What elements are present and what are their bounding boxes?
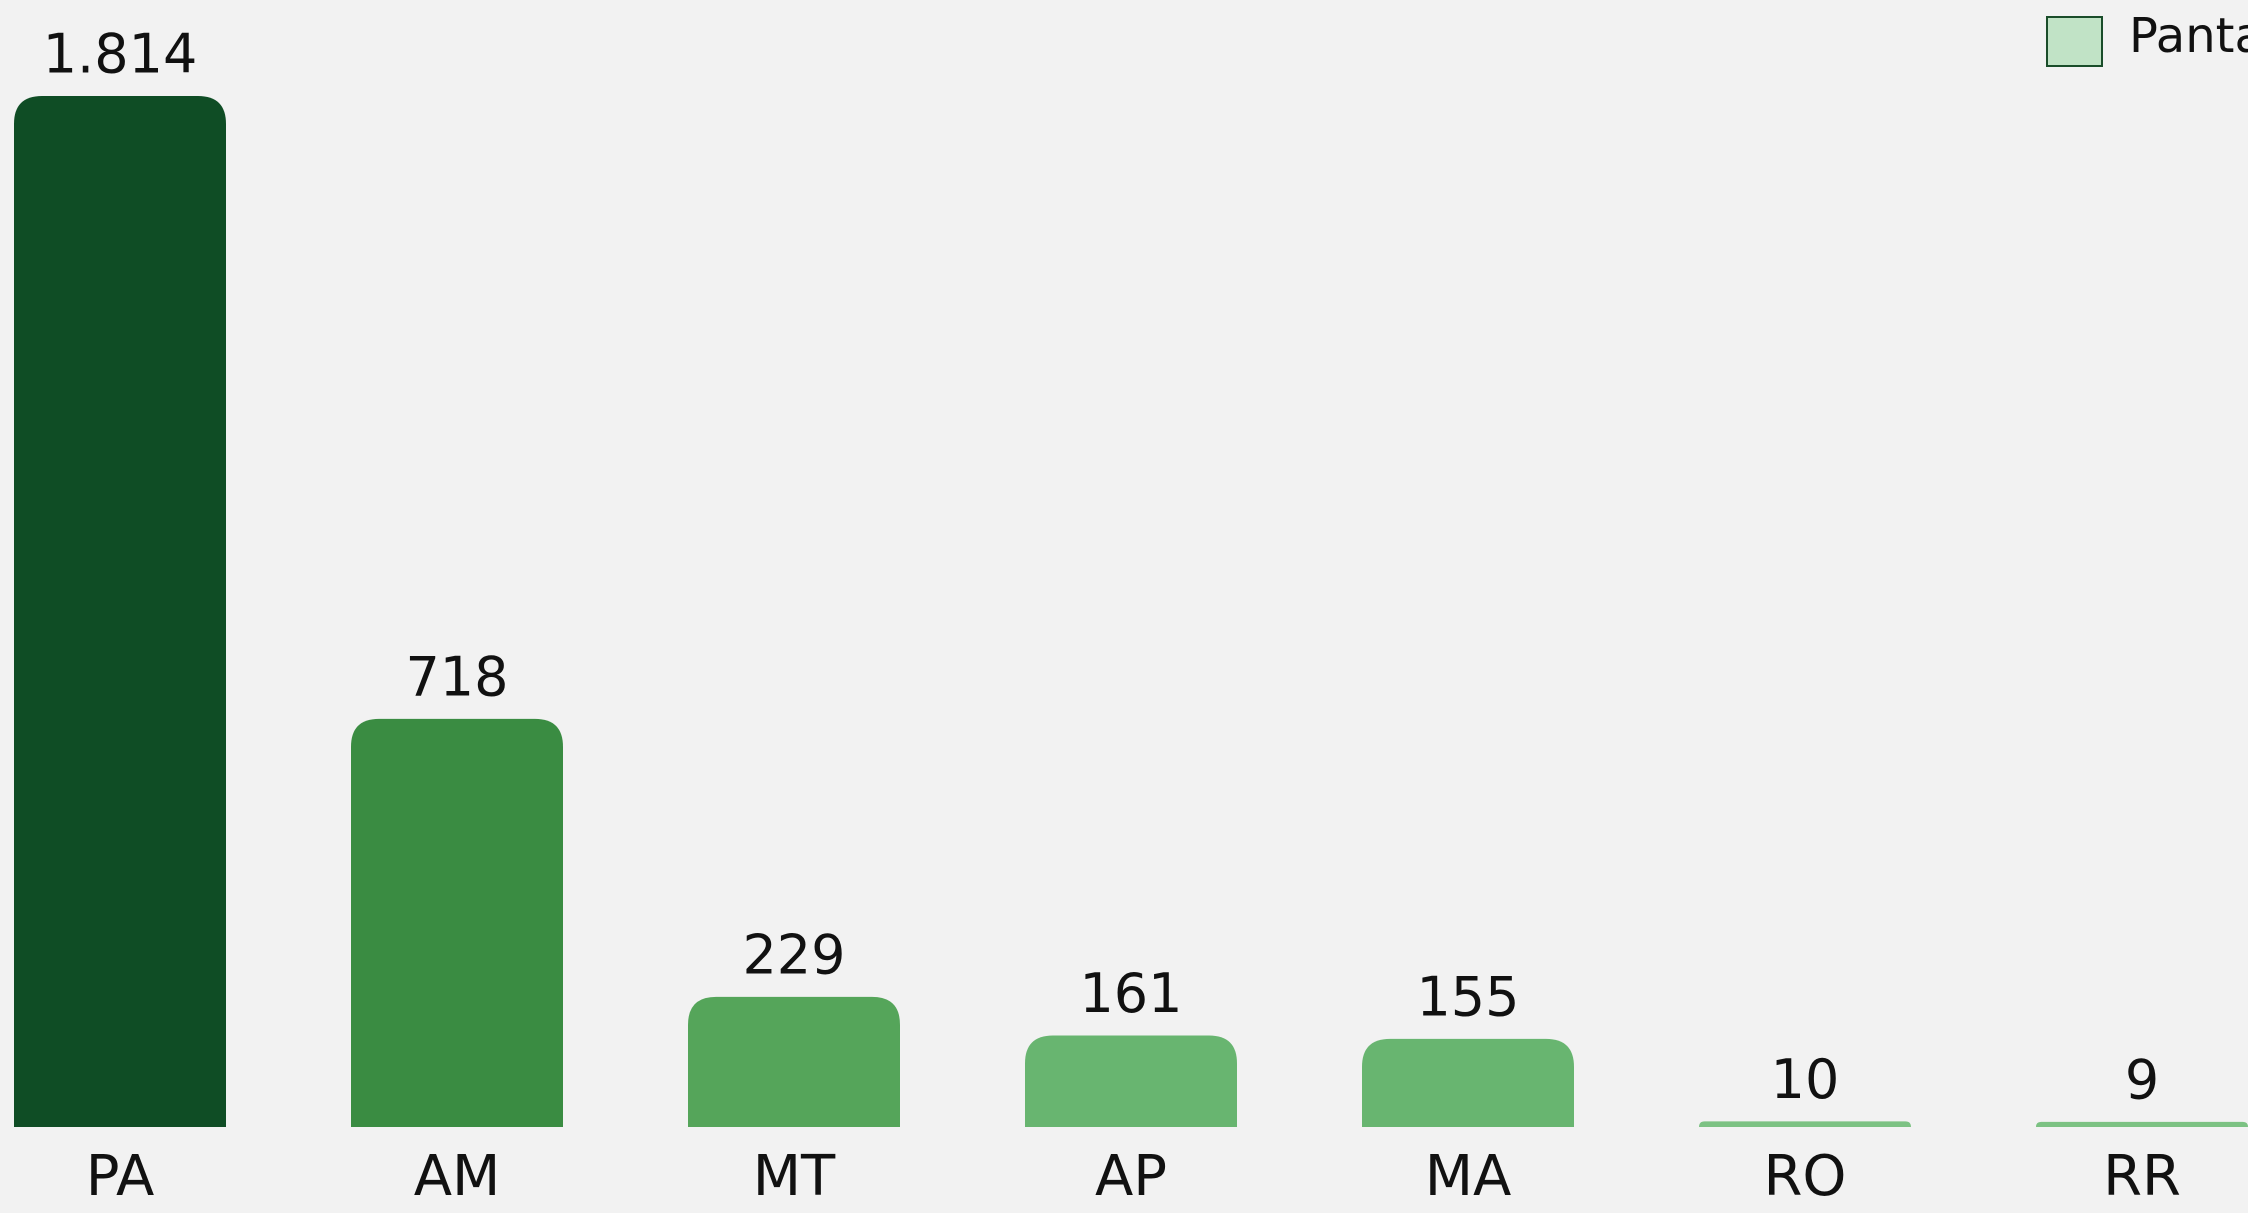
x-tick-label: PA — [86, 1144, 155, 1209]
value-label: 1.814 — [43, 23, 198, 86]
value-label: 229 — [742, 923, 845, 986]
x-tick-label: RR — [2103, 1144, 2181, 1209]
x-tick-label: MA — [1425, 1144, 1512, 1209]
bar — [351, 718, 563, 1127]
legend-swatch — [2046, 16, 2103, 67]
value-label: 161 — [1079, 962, 1182, 1025]
legend-label: Panta — [2129, 8, 2248, 64]
bar — [1025, 1035, 1237, 1127]
value-label: 10 — [1771, 1048, 1840, 1111]
x-tick-label: RO — [1764, 1144, 1847, 1209]
value-label: 718 — [405, 646, 508, 709]
x-tick-label: AM — [414, 1144, 501, 1209]
bar — [688, 996, 900, 1127]
x-tick-label: MT — [753, 1144, 836, 1209]
bar — [1362, 1038, 1574, 1127]
x-tick-label: AP — [1095, 1144, 1167, 1209]
bar — [14, 96, 226, 1127]
value-label: 9 — [2125, 1049, 2159, 1112]
bar — [2036, 1121, 2248, 1127]
bar — [1699, 1121, 1911, 1127]
value-label: 155 — [1416, 966, 1519, 1029]
